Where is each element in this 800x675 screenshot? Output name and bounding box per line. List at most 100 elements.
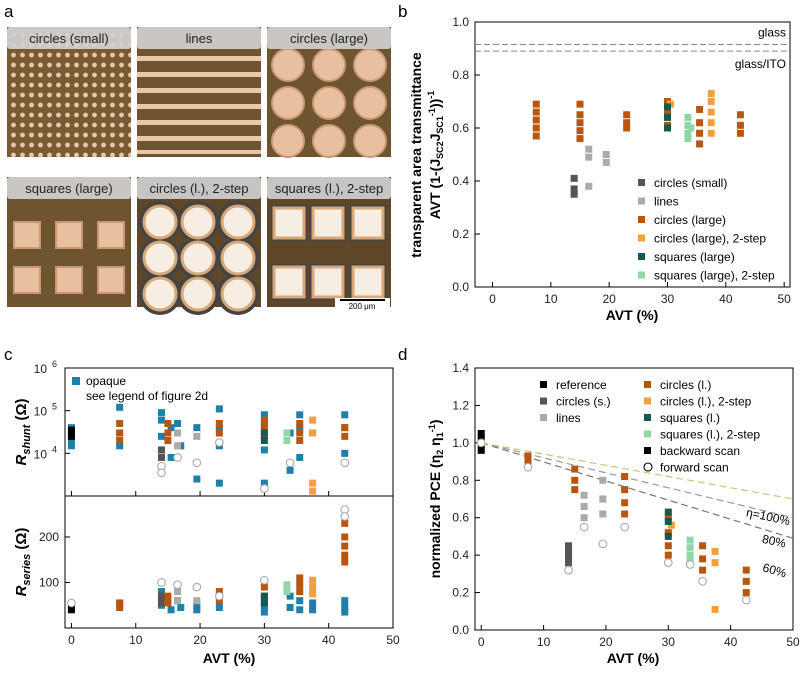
chart-c: 0 10 20 30 40 50 10 6 10 5 10 4 100 200 opaque see le… (13, 359, 400, 666)
chart-c-top-opaque-point (260, 446, 268, 454)
chart-b-legend-label: circles (small) (654, 176, 727, 190)
chart-d-forward-scan-point (598, 539, 608, 549)
chart-d-legend-label: circles (s.) (556, 395, 611, 409)
chart-d-forward-scan-point (564, 565, 573, 575)
micrograph-label-circles-large: circles (large) (290, 31, 368, 46)
chart-c-top-opaque-point (215, 479, 223, 487)
chart-b-ytick-label: 0.8 (452, 68, 469, 82)
chart-d-legend-marker (643, 462, 653, 472)
chart-c-top-opaque-point (260, 479, 268, 487)
chart-b-legend-label: circles (large) (654, 213, 726, 227)
chart-d-circles-l-point (621, 510, 629, 518)
chart-c-top-opaque-point (67, 436, 75, 444)
chart-b-circles-large-point (576, 135, 584, 143)
chart-c-bottom-opaque-point (193, 606, 201, 614)
chart-d-circles-l-point (742, 566, 750, 574)
chart-b-circles-large-point (696, 129, 704, 137)
chart-c-xtick-label: 50 (386, 633, 400, 647)
chart-c-top-opaque-point (157, 432, 165, 440)
chart-c-bottom-circles-s-point (157, 592, 165, 600)
chart-c-top-opaque-point (193, 475, 201, 483)
chart-c-bottom-squares-l-2-step-point (283, 588, 291, 596)
chart-c-top-circles-l-point (164, 436, 172, 444)
chart-b-legend-label: squares (large), 2-step (654, 269, 775, 283)
chart-c-top-ylabel: Rshunt (Ω) (13, 399, 33, 466)
chart-d-ytick-label: 1.4 (452, 361, 469, 375)
chart-b-xlabel: AVT (%) (606, 307, 659, 323)
micrograph-label-squares-2step: squares (l.), 2-step (275, 181, 383, 196)
chart-b-xtick-label: 10 (544, 292, 558, 306)
chart-b-lines-point (585, 182, 593, 190)
chart-d-squares-l-point (664, 532, 672, 540)
chart-c-top-circles-l-point (215, 420, 223, 428)
chart-c-top-open-markers-point (157, 468, 166, 478)
chart-c-bottom-circles-l-point (116, 604, 124, 612)
chart-c-bottom-squares-l-2-step-point (283, 581, 291, 589)
chart-c-bottom-ylabel: Rseries (Ω) (13, 528, 33, 597)
chart-b-ytick-label: 0.4 (452, 174, 469, 188)
chart-c-bottom-circles-l-point (296, 574, 304, 582)
chart-d-reference-point (477, 430, 485, 437)
chart-d-ytick-label: 0.6 (452, 511, 469, 525)
chart-c-top-opaque-point (296, 453, 304, 461)
chart-c-bottom-circles-s-point (157, 599, 165, 607)
chart-c-bottom-opaque-point (309, 599, 317, 607)
chart-d-xlabel: AVT (%) (607, 650, 660, 666)
panel-label-d: d (398, 345, 407, 364)
micrograph-grid: circles (small) lines (7, 27, 391, 315)
chart-c-top-circles-l-point (164, 420, 172, 428)
chart-c-bottom-circles-l-point (341, 533, 349, 541)
chart-d-circles-l-2-step-point (711, 559, 719, 567)
chart-b-legend-label: lines (654, 195, 679, 209)
chart-c-xtick-label: 40 (322, 633, 336, 647)
chart-b-circles-large-point (576, 111, 584, 119)
chart-c-bottom-open-markers-point (215, 591, 224, 601)
chart-d-forward-scan-point (663, 558, 673, 567)
chart-d-lines-point (580, 502, 588, 510)
chart-c-bottom-opaque-point (341, 597, 349, 605)
chart-c-bottom-open-markers-point (192, 582, 202, 592)
chart-d-squares-l-point (664, 517, 672, 525)
chart-b-frame (474, 21, 791, 288)
chart-d-lines-point (599, 495, 607, 503)
chart-c-bottom-circles-l-2-step-point (309, 590, 317, 598)
chart-c-ticks: 0 10 20 30 40 50 10 6 10 5 10 4 100 200 (34, 359, 400, 647)
chart-d-circles-l-point (571, 486, 579, 494)
chart-d-lines-point (580, 514, 588, 522)
chart-d-ytick-label: 0.8 (452, 473, 469, 487)
chart-b-circles-large-point (696, 119, 704, 127)
chart-d-forward-scan-point (620, 522, 629, 532)
chart-d-guide-line (481, 442, 794, 500)
chart-c-top-squares-l-point (260, 429, 268, 437)
chart-b-circles-small-point (570, 185, 578, 193)
chart-c-bottom-opaque-point (286, 604, 294, 612)
chart-c-bottom-circles-l-point (341, 558, 349, 566)
chart-c-bottom-lines-point (174, 588, 182, 596)
chart-c-top-open-markers-point (285, 458, 295, 468)
chart-c-bottom-circles-l-point (260, 583, 268, 591)
chart-c-top-circles-l-2-step-point (309, 416, 317, 424)
chart-c-bottom-opaque-point (167, 606, 175, 614)
chart-b-xtick-label: 0 (489, 292, 496, 306)
micrograph-tile-circles-small: circles (small) (7, 27, 131, 157)
chart-d-circles-l-point (571, 465, 579, 473)
chart-b-squares-large-point (664, 124, 671, 132)
chart-c-xtick-label: 0 (68, 633, 75, 647)
chart-b-circles-large-2-step-point (707, 98, 715, 105)
micrograph-tile-squares-2step: squares (l.), 2-step 200 μm (267, 177, 391, 311)
chart-b-lines-point (585, 145, 593, 153)
chart-d-legend-label: forward scan (660, 461, 729, 475)
chart-c-top-ytick-exponent: 4 (52, 444, 57, 454)
chart-c-bottom-lines-point (193, 597, 201, 605)
chart-c-bottom-opaque-point (193, 601, 201, 609)
chart-d-circles-l-point (699, 555, 707, 563)
chart-d-squares-l-2-step-point (686, 544, 694, 552)
chart-c-top-circles-l-point (296, 420, 304, 428)
chart-c-bottom-opaque-point (309, 606, 317, 614)
chart-b-squares-large-point (664, 113, 671, 121)
chart-d-forward-scan-point (685, 560, 695, 569)
chart-d-legend-label: backward scan (660, 444, 740, 458)
chart-c-top-lines-point (174, 429, 182, 437)
chart-c-top-circles-l-point (116, 436, 124, 444)
